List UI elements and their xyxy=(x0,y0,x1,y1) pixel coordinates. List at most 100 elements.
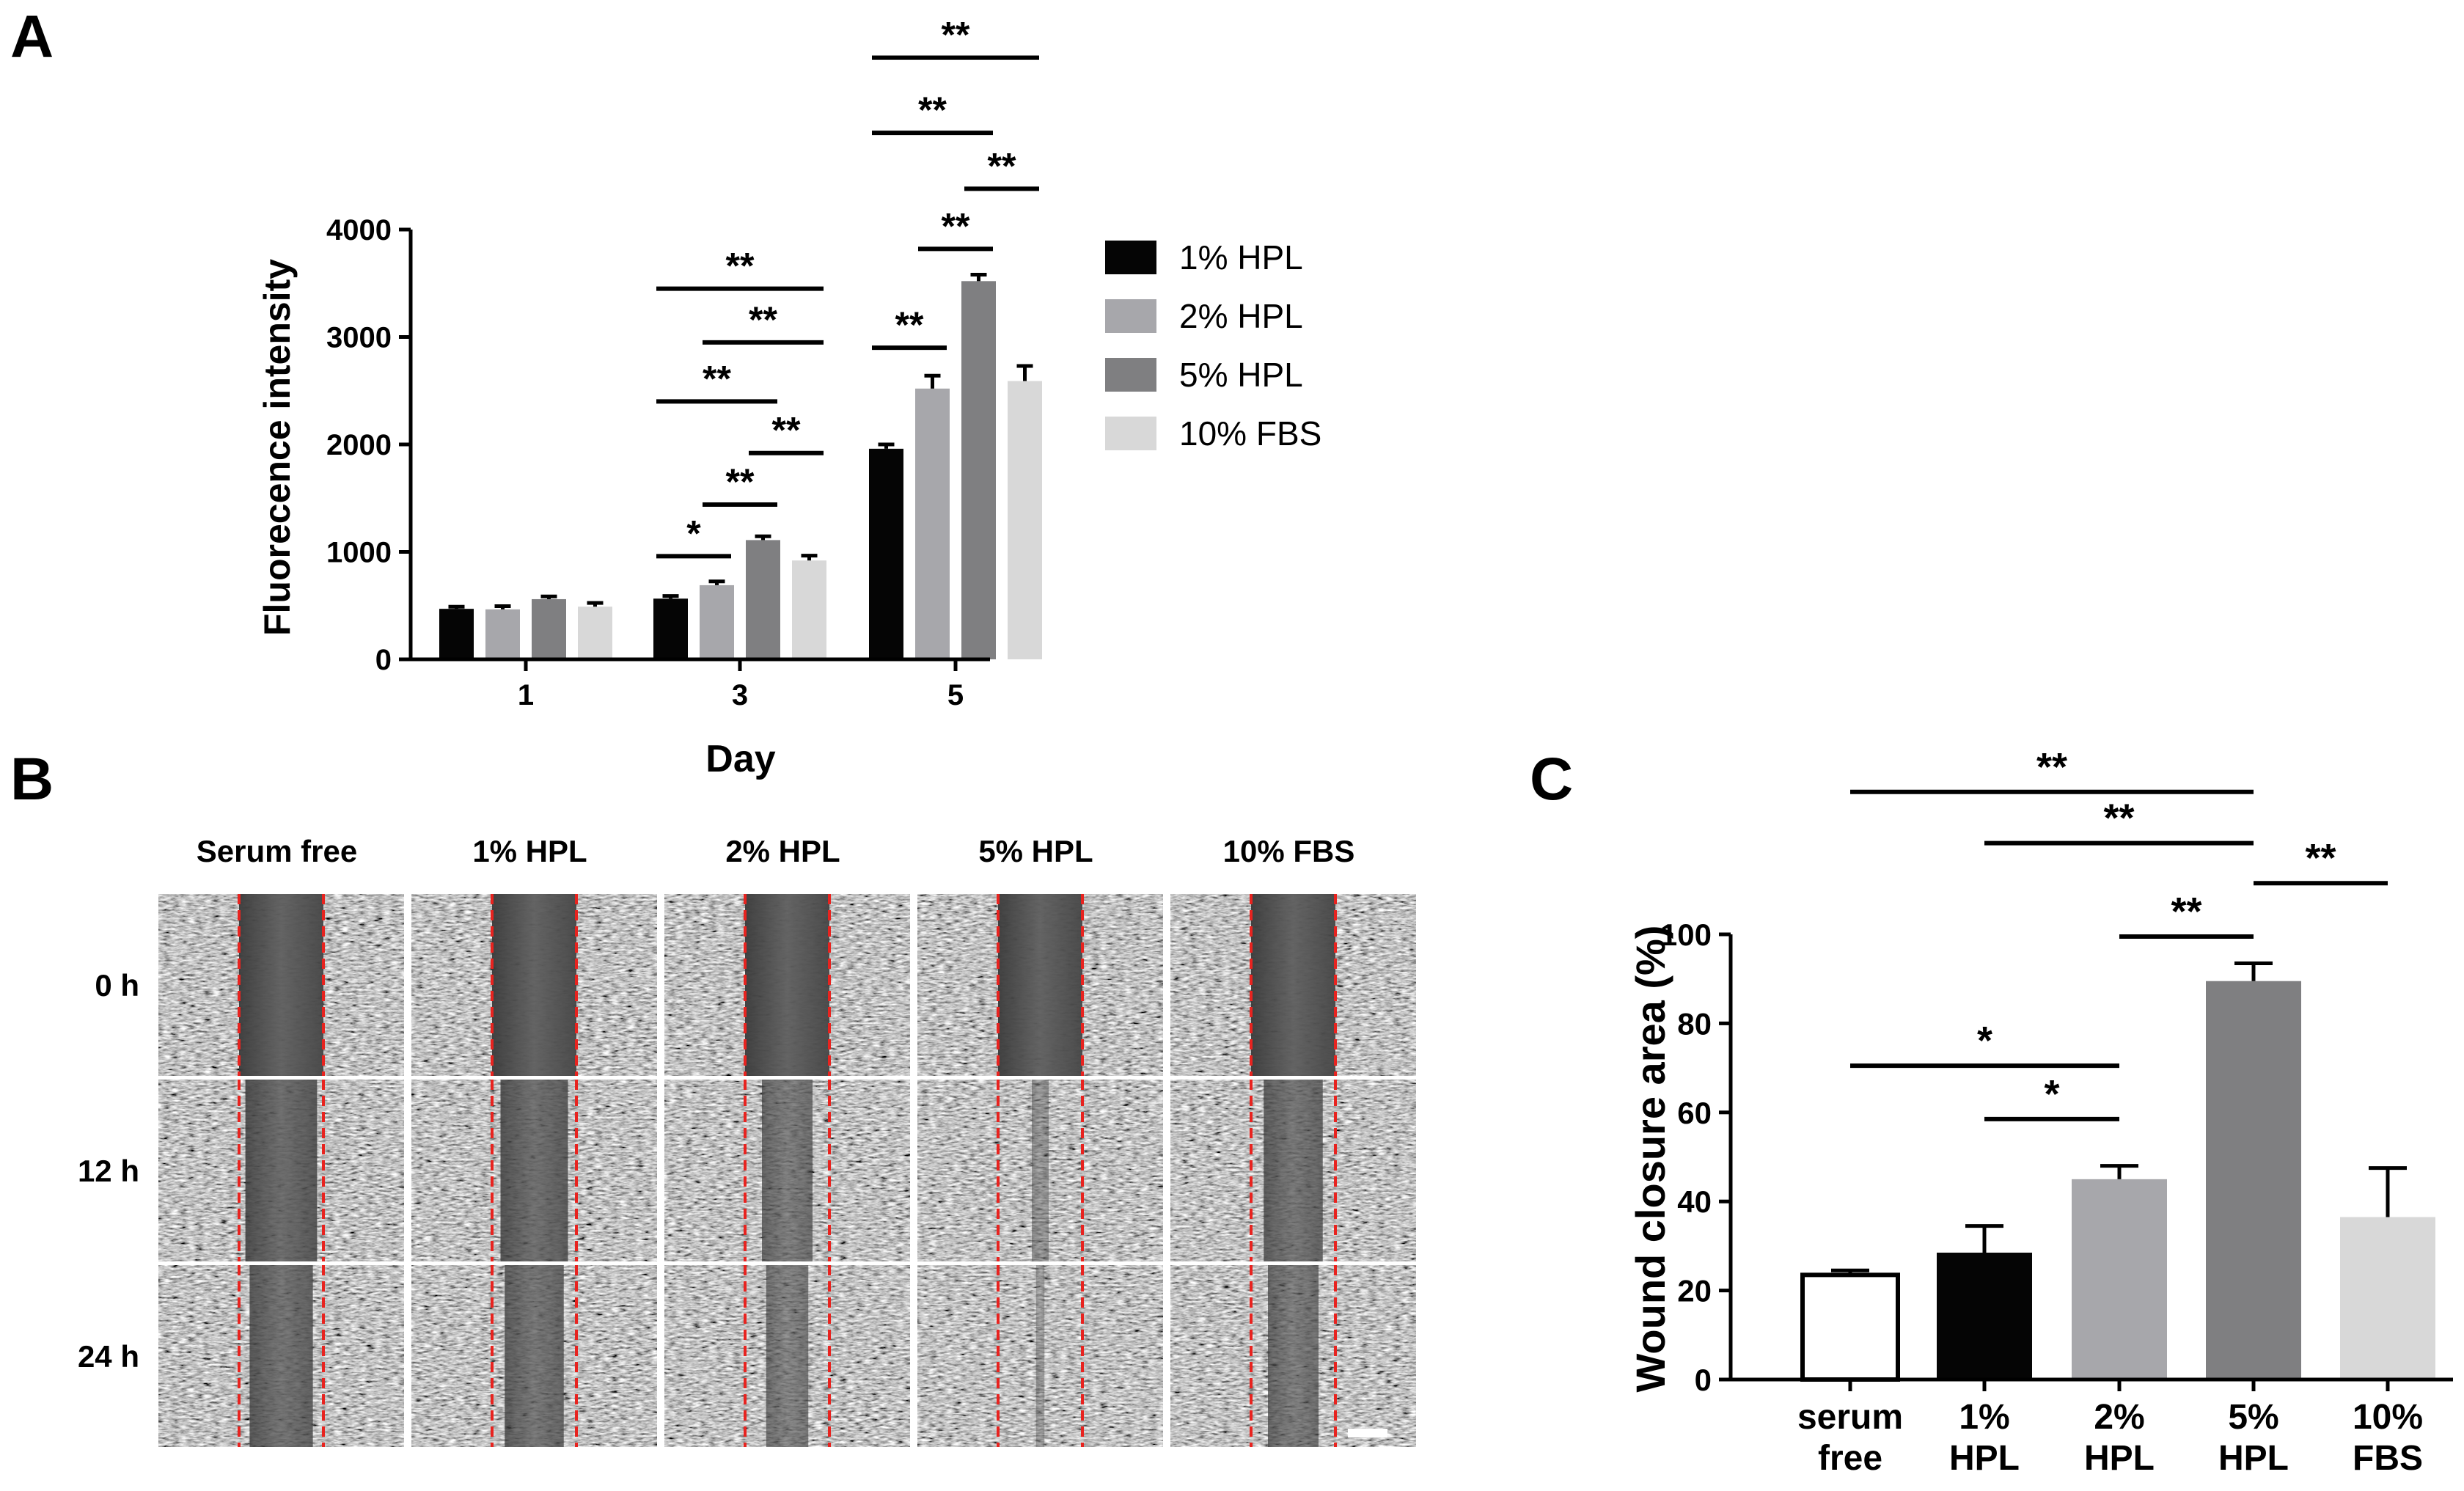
y-tick-label: 1000 xyxy=(326,537,392,569)
micrograph-tile xyxy=(664,1080,910,1261)
wound-gap xyxy=(492,894,576,1076)
y-tick-label: 2000 xyxy=(326,429,392,461)
wound-gap xyxy=(505,1265,564,1447)
legend-label: 10% FBS xyxy=(1179,414,1321,453)
significance-label: ** xyxy=(942,15,970,56)
bar-1-hpl-day-3 xyxy=(653,598,688,659)
chart-a-bars xyxy=(439,281,1042,659)
micrograph-row-header: 24 h xyxy=(78,1339,139,1374)
significance-label: ** xyxy=(726,461,755,502)
bar-serum-free xyxy=(1800,1272,1900,1382)
micrograph-row-header: 0 h xyxy=(95,968,139,1003)
chart-a-significance: ********************* xyxy=(656,15,1039,559)
bar-2-hpl-day-1 xyxy=(485,609,520,659)
chart-a-x-axis-label: Day xyxy=(705,738,775,780)
bar-5-hpl-day-3 xyxy=(746,540,780,659)
micrograph-column-header: Serum free xyxy=(197,834,357,868)
x-tick-label: 1 xyxy=(518,679,534,711)
micrograph-row-header: 12 h xyxy=(78,1154,139,1188)
x-tick-label: 1% xyxy=(1959,1398,2009,1437)
bar-2-hpl-day-5 xyxy=(915,388,950,659)
significance-label: ** xyxy=(749,299,777,340)
wound-gap xyxy=(1032,1080,1049,1261)
legend-swatch xyxy=(1105,299,1156,333)
chart-c-error-bars xyxy=(1831,961,2407,1275)
y-tick-label: 0 xyxy=(1695,1363,1712,1397)
significance-label: * xyxy=(1977,1019,1992,1063)
wound-gap xyxy=(500,1080,568,1261)
x-tick-label: free xyxy=(1818,1439,1882,1478)
micrograph-tile xyxy=(158,1265,404,1447)
micrograph-tile xyxy=(917,1080,1163,1261)
significance-label: ** xyxy=(2036,745,2067,789)
y-tick-label: 0 xyxy=(375,644,392,676)
chart-a-error-bars xyxy=(448,273,1033,609)
micrograph-grid xyxy=(158,894,1416,1447)
wound-gap xyxy=(1268,1265,1319,1447)
bar-1-hpl-day-1 xyxy=(439,609,474,659)
significance-label: ** xyxy=(895,304,924,345)
significance-label: ** xyxy=(942,205,970,246)
wound-gap xyxy=(239,894,323,1076)
micrograph-tile xyxy=(917,894,1163,1076)
significance-label: ** xyxy=(988,145,1016,186)
bar-10-fbs xyxy=(2340,1217,2435,1380)
micrograph-column-header: 5% HPL xyxy=(978,834,1093,868)
legend-swatch xyxy=(1105,417,1156,450)
significance-label: ** xyxy=(2305,836,2336,880)
micrograph-column-header: 10% FBS xyxy=(1223,834,1355,868)
legend-swatch xyxy=(1105,358,1156,392)
x-tick-label: serum xyxy=(1797,1398,1903,1437)
micrograph-tile xyxy=(664,894,910,1076)
x-tick-label: 2% xyxy=(2094,1398,2144,1437)
y-tick-label: 20 xyxy=(1677,1274,1712,1308)
y-tick-label: 40 xyxy=(1677,1184,1712,1219)
micrograph-tile xyxy=(664,1265,910,1447)
micrograph-tile xyxy=(1170,1080,1416,1261)
bar-5-hpl xyxy=(2206,981,2301,1380)
micrograph-tile xyxy=(411,894,657,1076)
significance-label: ** xyxy=(2171,890,2201,934)
wound-gap xyxy=(762,1080,813,1261)
x-tick-label: 5% xyxy=(2228,1398,2278,1437)
y-tick-label: 80 xyxy=(1677,1006,1712,1041)
x-tick-label: HPL xyxy=(1949,1439,2020,1478)
bar-2-hpl-day-3 xyxy=(700,585,734,659)
micrograph-row-headers: 0 h 12 h 24 h xyxy=(78,968,139,1374)
significance-label: * xyxy=(2044,1072,2059,1116)
scale-bar xyxy=(1348,1429,1387,1437)
x-tick-label: HPL xyxy=(2084,1439,2155,1478)
significance-label: ** xyxy=(726,246,755,287)
chart-a-axes: 0 1000 2000 3000 4000 1 3 5 xyxy=(326,214,990,711)
micrograph-column-header: 1% HPL xyxy=(472,834,587,868)
x-tick-label: 5 xyxy=(947,679,964,711)
significance-label: ** xyxy=(2103,796,2134,840)
legend-label: 5% HPL xyxy=(1179,356,1303,394)
chart-c-y-axis-label: Wound closure area (%) xyxy=(1627,926,1673,1393)
chart-c-significance: ********** xyxy=(1850,745,2388,1121)
chart-c: ********** 020406080100serumfree1%HPL2%H… xyxy=(1627,745,2453,1478)
chart-a: ********************* 010002000300040001… xyxy=(257,15,1321,780)
wound-gap xyxy=(998,894,1082,1076)
panel-b-micrographs: Serum free 1% HPL 2% HPL 5% HPL 10% FBS 0 h 1… xyxy=(78,834,1416,1447)
bar-5-hpl-day-1 xyxy=(532,598,566,659)
bar-5-hpl-day-5 xyxy=(961,281,996,659)
micrograph-tile xyxy=(411,1265,657,1447)
x-tick-label: FBS xyxy=(2353,1439,2423,1478)
y-tick-label: 3000 xyxy=(326,322,392,354)
wound-gap xyxy=(1035,1265,1045,1447)
micrograph-column-headers: Serum free 1% HPL 2% HPL 5% HPL 10% FBS xyxy=(197,834,1355,868)
x-tick-label: 3 xyxy=(732,679,748,711)
bar-10-fbs-day-3 xyxy=(792,560,826,659)
bar-10-fbs-day-1 xyxy=(578,607,612,659)
bar-10-fbs-day-5 xyxy=(1008,381,1042,659)
significance-label: * xyxy=(686,513,701,554)
x-tick-label: 10% xyxy=(2353,1398,2423,1437)
wound-gap xyxy=(1264,1080,1323,1261)
y-tick-label: 4000 xyxy=(326,214,392,246)
panel-letter-b: B xyxy=(10,746,54,813)
micrograph-column-header: 2% HPL xyxy=(725,834,840,868)
panel-letter-a: A xyxy=(10,4,54,70)
micrograph-tile xyxy=(1170,1265,1416,1447)
